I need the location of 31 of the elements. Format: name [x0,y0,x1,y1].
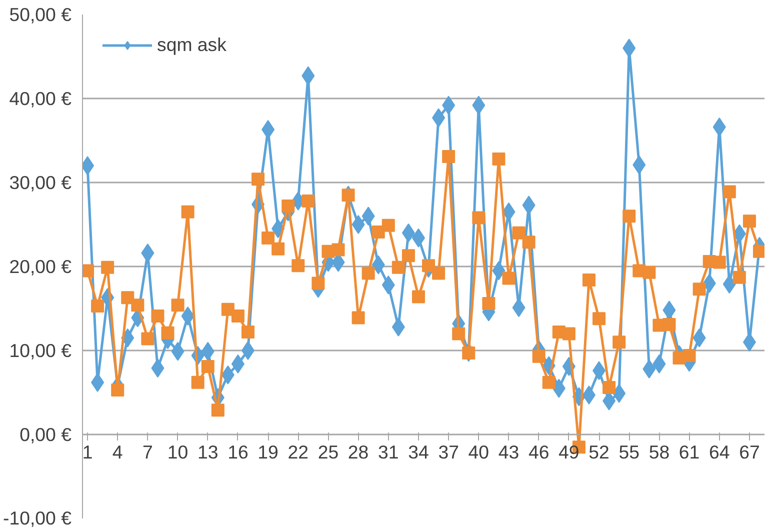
y-tick-label: 50,00 € [9,4,72,25]
x-tick-label: 16 [228,442,248,462]
x-tick-label: 43 [498,442,520,462]
x-tick-label: 28 [348,442,369,462]
x-tick-label: 10 [167,442,188,462]
y-tick-label: 40,00 € [9,88,72,109]
y-tick-label: 30,00 € [9,172,72,193]
x-tick-label: 4 [112,442,123,462]
y-tick-label: 20,00 € [9,256,72,277]
x-tick-label: 22 [288,442,309,462]
x-tick-label: 1 [82,442,93,462]
x-tick-label: 40 [468,442,490,462]
y-tick-label: -10,00 € [3,508,72,528]
x-tick-label: 37 [438,442,459,462]
x-tick-label: 19 [258,442,278,462]
x-tick-label: 52 [588,442,610,462]
x-tick-label: 46 [528,442,550,462]
x-tick-label: 55 [618,442,640,462]
x-tick-label: 31 [378,442,399,462]
x-tick-label: 61 [678,442,700,462]
x-tick-label: 25 [318,442,339,462]
x-tick-label: 67 [739,442,760,462]
y-tick-label: 0,00 € [20,424,72,445]
x-tick-label: 34 [408,442,429,462]
x-tick-label: 7 [142,442,153,462]
x-tick-label: 64 [708,442,730,462]
x-tick-label: 13 [197,442,218,462]
x-tick-label: 49 [558,442,580,462]
y-tick-label: 10,00 € [9,340,72,361]
legend-label: sqm ask [157,34,226,56]
x-tick-label: 58 [648,442,670,462]
